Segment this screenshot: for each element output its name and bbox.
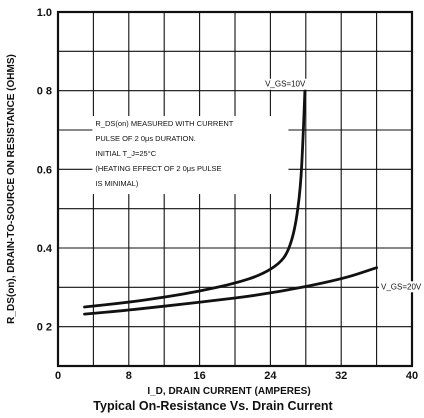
x-tick-label: 24: [264, 370, 277, 382]
y-tick-label: 0.4: [37, 243, 53, 255]
x-axis-ticks: 0 8 16 24 32 40: [55, 370, 418, 382]
x-tick-label: 40: [406, 370, 418, 382]
y-axis-ticks: 0 2 0.4 0.6 0 8 1.0: [37, 7, 53, 334]
series-label-vgs-10v-group: V_GS=10V: [263, 78, 322, 90]
y-tick-label: 0.6: [37, 164, 52, 176]
series-layer: [83, 89, 378, 316]
series-label-vgs-20v-group: V_GS=20V: [379, 281, 424, 293]
y-tick-label: 0 2: [37, 322, 52, 334]
y-axis-title: R_DS(on), DRAIN-TO-SOURCE ON RESISTANCE …: [6, 54, 17, 324]
annotation-line-1: R_DS(on) MEASURED WITH CURRENT: [95, 119, 233, 128]
annotation-line-5: IS MINIMAL): [95, 179, 138, 188]
series-line-vgs-10v: [83, 89, 307, 309]
y-tick-label: 0 8: [37, 86, 52, 98]
annotation-line-4: (HEATING EFFECT OF 2 0μs PULSE: [95, 164, 221, 173]
x-axis-title: I_D, DRAIN CURRENT (AMPERES): [147, 386, 310, 397]
series-line-vgs-20v: [83, 266, 378, 316]
x-tick-label: 8: [126, 370, 132, 382]
series-label-bg: [263, 78, 322, 90]
y-tick-label: 1.0: [37, 7, 52, 19]
x-tick-label: 0: [55, 370, 61, 382]
x-tick-label: 16: [193, 370, 205, 382]
plot-frame: [56, 10, 414, 368]
series-label-vgs-10v: V_GS=10V: [265, 80, 306, 89]
series-label-bg: [379, 281, 424, 293]
chart-title: Typical On-Resistance Vs. Drain Current: [93, 399, 333, 413]
x-tick-label: 32: [335, 370, 347, 382]
series-label-vgs-20v: V_GS=20V: [381, 282, 422, 291]
annotation-line-3: INITIAL T_J=25°C: [95, 149, 156, 158]
annotation-line-2: PULSE OF 2 0μs DURATION.: [95, 134, 195, 143]
annotation-box: R_DS(on) MEASURED WITH CURRENT PULSE OF …: [92, 116, 289, 195]
annotation-background: [92, 116, 289, 195]
